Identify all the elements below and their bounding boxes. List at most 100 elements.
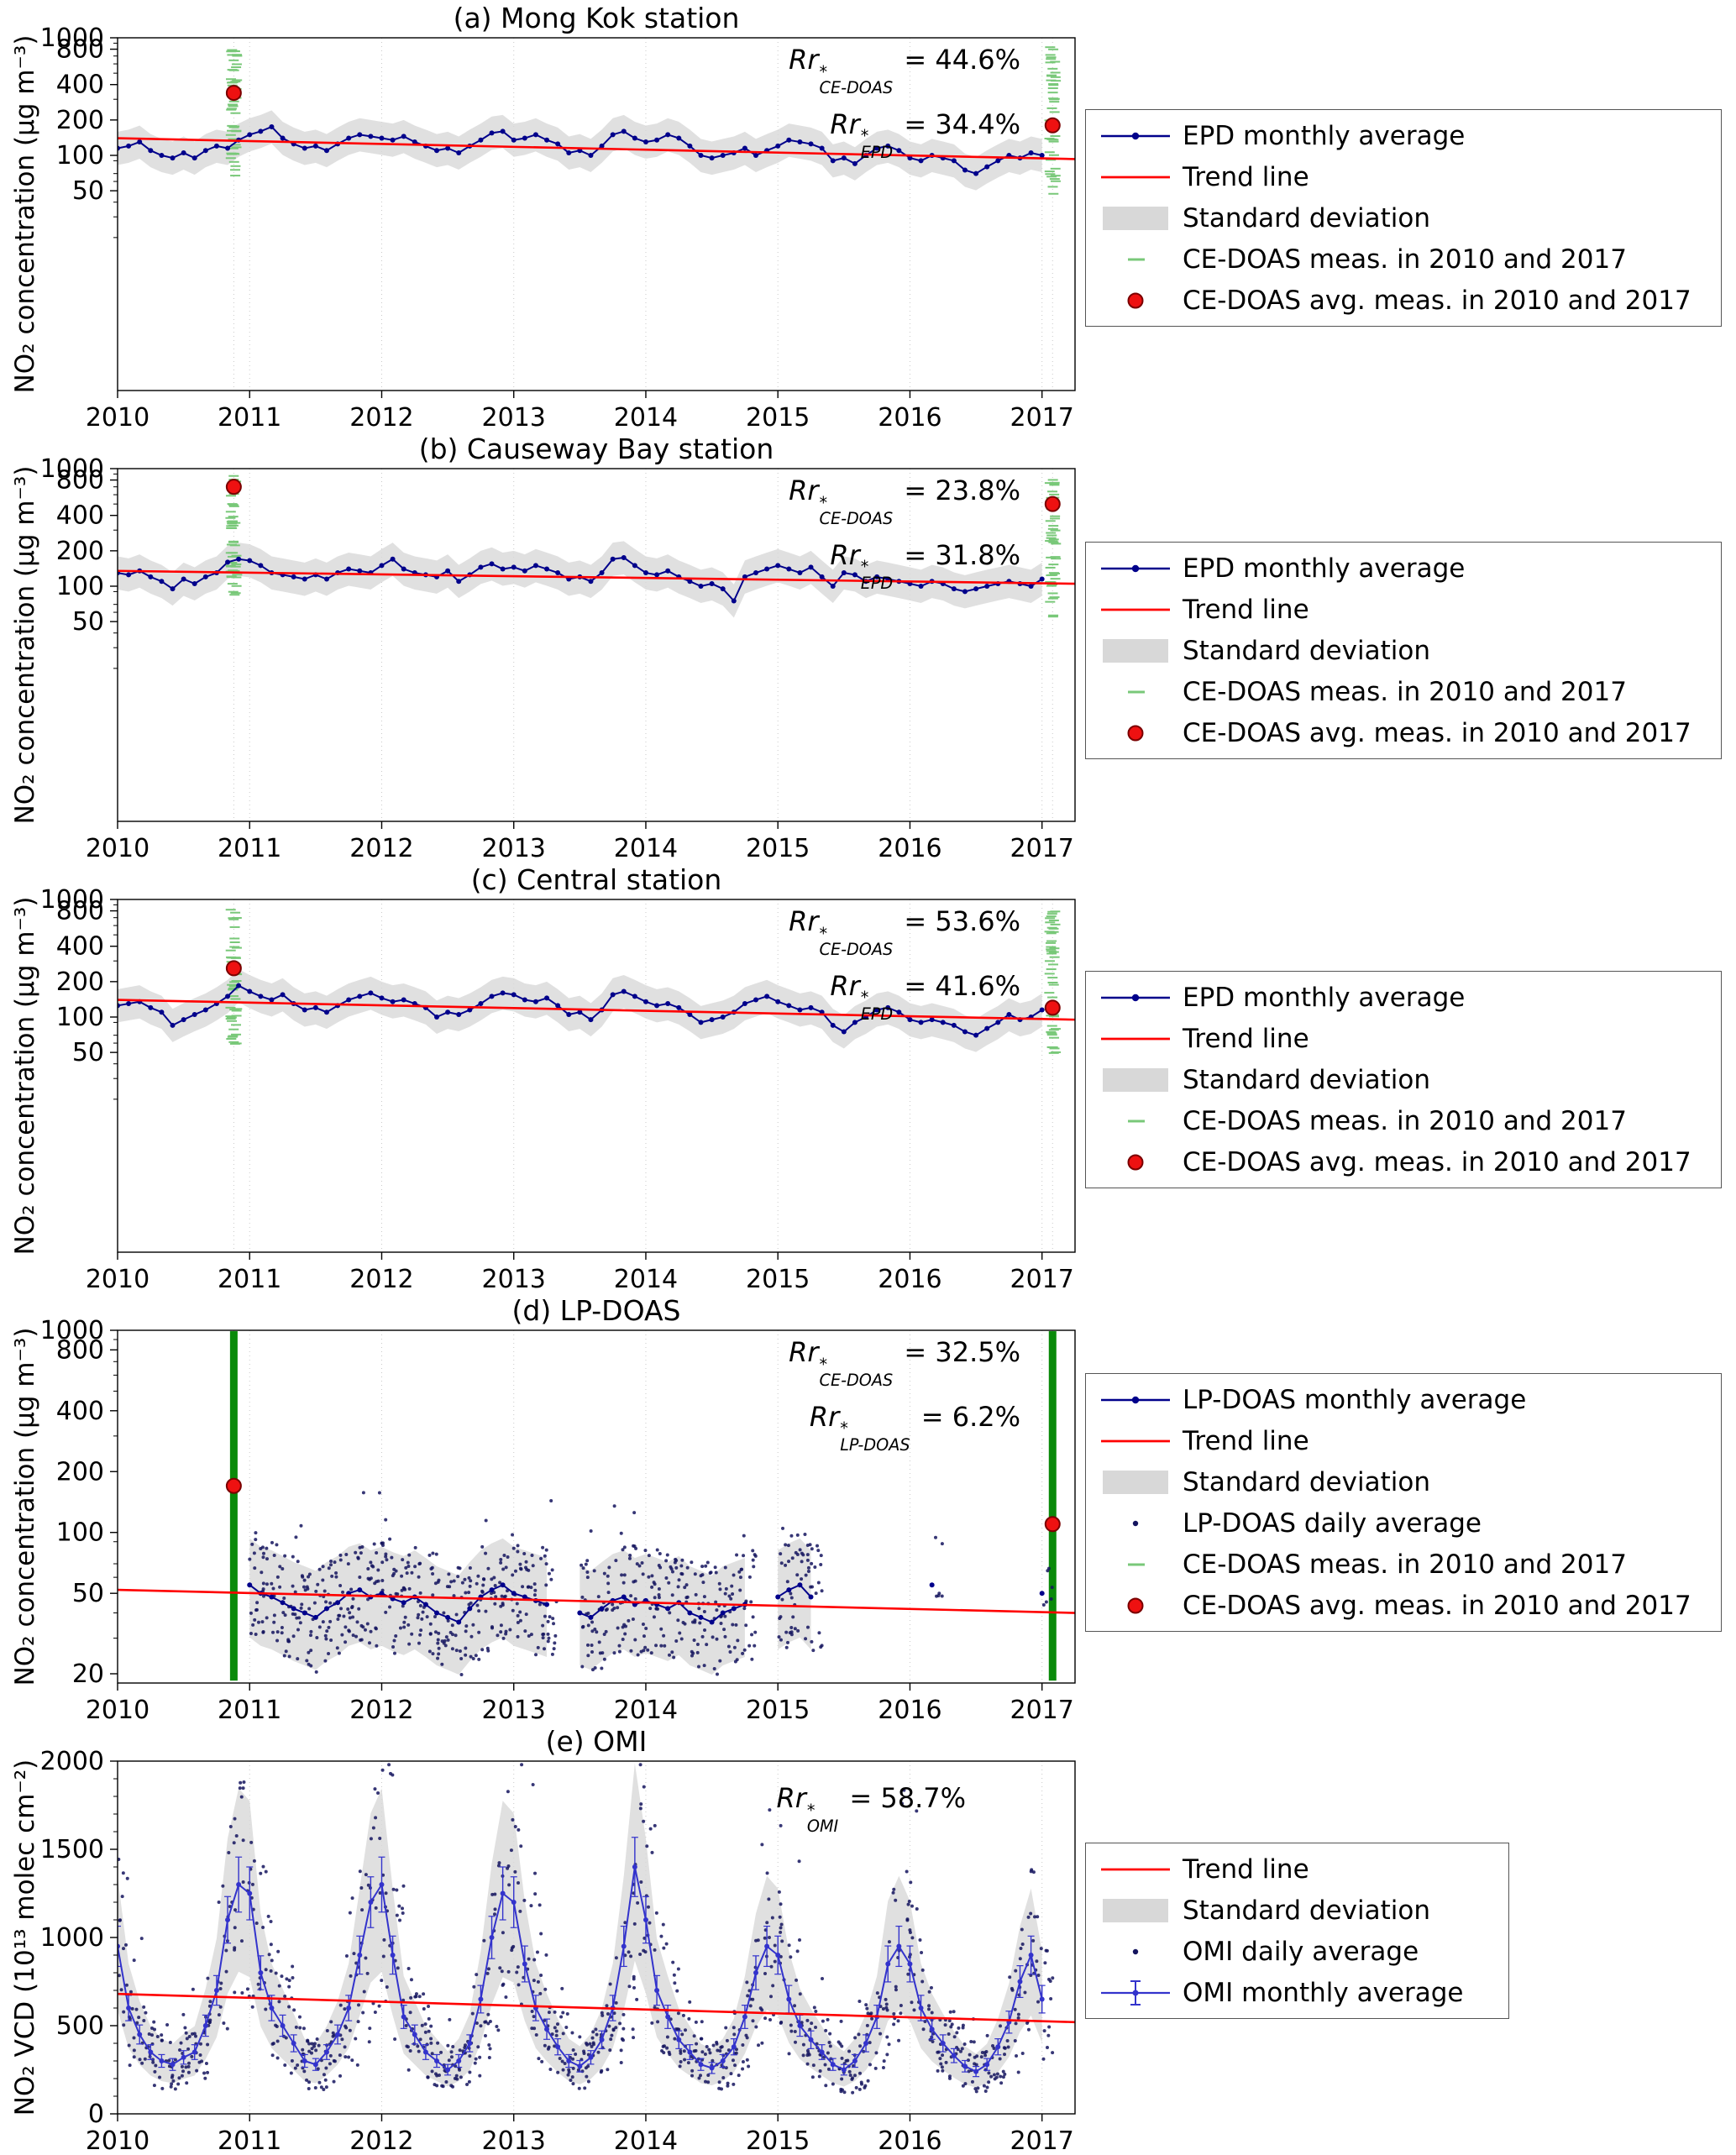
- monthly-average-series: [118, 1837, 1046, 2078]
- x-tick-label: 2017: [1010, 403, 1074, 431]
- legend-item: LP-DOAS monthly average: [1096, 1379, 1711, 1420]
- x-tick-label: 2013: [482, 2126, 546, 2154]
- x-tick-label: 2012: [349, 2126, 413, 2154]
- legend-item: Trend line: [1096, 156, 1711, 197]
- y-tick-label: 200: [56, 106, 104, 135]
- y-tick-label: 400: [56, 501, 104, 531]
- legend-panel-a: EPD monthly average Trend line Standard de…: [1085, 109, 1722, 327]
- plot-layers: 2010 2011 2012 2013 2014 2015 2016 2017 0 500 1000…: [40, 1747, 1076, 2154]
- trend-line: [118, 137, 1075, 160]
- x-tick-label: 2014: [614, 403, 678, 431]
- x-tick-label: 2014: [614, 1696, 678, 1723]
- legend-item-label: OMI daily average: [1183, 1936, 1419, 1967]
- x-tick-label: 2017: [1010, 2126, 1074, 2154]
- legend-item: Standard deviation: [1096, 1461, 1711, 1502]
- annotation: Rr * LP-DOAS = 6.2%: [809, 1400, 1020, 1455]
- y-tick-label: 100: [56, 1003, 104, 1032]
- legend-marker-omi-daily-average: [1132, 1948, 1139, 1954]
- x-tick-label: 2012: [349, 1265, 413, 1292]
- x-tick-label: 2012: [349, 403, 413, 431]
- x-tick-label: 2013: [482, 1696, 546, 1723]
- y-tick-label: 1000: [40, 1316, 104, 1345]
- annotations: Rr * OMI = 58.7%: [776, 1782, 966, 1847]
- legend-item: LP-DOAS daily average: [1096, 1502, 1711, 1544]
- gridlines: [118, 38, 1053, 391]
- annotation: Rr * EPD = 41.6%: [830, 969, 1020, 1024]
- axes: [110, 1760, 1076, 2121]
- x-tick-label: 2015: [746, 1265, 810, 1292]
- legend-marker-trend-line: [1101, 608, 1170, 611]
- legend-item-label: Standard deviation: [1183, 1064, 1430, 1095]
- monthly-average-series: [118, 983, 1045, 1038]
- legend-item: OMI daily average: [1096, 1931, 1498, 1972]
- y-tick-label: 2000: [40, 1747, 104, 1776]
- x-tick-label: 2010: [86, 1696, 149, 1723]
- std-band: [118, 541, 1042, 618]
- annotations: Rr * CE-DOAS = 32.5% Rr * LP-DOAS = 6.2%: [789, 1336, 1020, 1466]
- x-tick-label: 2016: [878, 2126, 941, 2154]
- y-tick-label: 50: [72, 176, 104, 206]
- legend-item: EPD monthly average: [1096, 115, 1711, 156]
- y-tick-label: 1000: [40, 885, 104, 915]
- x-tick-label: 2012: [349, 1696, 413, 1723]
- legend-panel-c: EPD monthly average Trend line Standard de…: [1085, 971, 1722, 1188]
- trend-line: [118, 999, 1075, 1021]
- legend-marker-standard-deviation: [1103, 1067, 1168, 1092]
- x-tick-label: 2017: [1010, 1696, 1074, 1723]
- legend-item: Trend line: [1096, 1420, 1711, 1461]
- gridlines: [118, 469, 1053, 821]
- x-tick-label: 2015: [746, 834, 810, 862]
- cedoas-avg-points: [225, 960, 1061, 1016]
- panel-title: (c) Central station: [470, 863, 722, 896]
- x-tick-label: 2010: [86, 2126, 149, 2154]
- x-tick-label: 2014: [614, 2126, 678, 2154]
- legend-item-label: Standard deviation: [1183, 202, 1430, 233]
- legend-panel-e: Trend line Standard deviation OMI daily av…: [1085, 1843, 1509, 2019]
- legend-marker-trend-line: [1101, 1439, 1170, 1442]
- y-tick-label: 1000: [40, 454, 104, 484]
- legend-item-label: LP-DOAS daily average: [1183, 1507, 1482, 1539]
- x-tick-label: 2013: [482, 1265, 546, 1292]
- legend-item-label: Trend line: [1183, 161, 1309, 192]
- y-tick-label: 100: [56, 1518, 104, 1548]
- cedoas-avg-points: [225, 85, 1061, 134]
- y-axis-label: NO₂ VCD (10¹³ molec cm⁻²): [10, 1759, 40, 2116]
- x-tick-label: 2015: [746, 1696, 810, 1723]
- panel-c: 2010 2011 2012 2013 2014 2015 2016 2017 1000 800 4…: [0, 862, 1736, 1292]
- legend-item-label: CE-DOAS meas. in 2010 and 2017: [1183, 676, 1627, 707]
- legend-marker-ce-doas-meas-in-2010-and-2017: [1128, 258, 1145, 260]
- legend-item-label: Standard deviation: [1183, 1466, 1430, 1497]
- panel-b: 2010 2011 2012 2013 2014 2015 2016 2017 1000 800 4…: [0, 431, 1736, 862]
- legend-item: Trend line: [1096, 589, 1711, 630]
- legend-marker-epd-monthly-average: [1101, 132, 1170, 139]
- annotation: Rr * CE-DOAS = 53.6%: [789, 905, 1020, 960]
- legend-marker-ce-doas-meas-in-2010-and-2017: [1128, 690, 1145, 693]
- legend-item: CE-DOAS meas. in 2010 and 2017: [1096, 1544, 1711, 1585]
- x-tick-label: 2017: [1010, 1265, 1074, 1292]
- axes: [110, 468, 1076, 829]
- legend-item: Trend line: [1096, 1018, 1711, 1059]
- annotations: Rr * CE-DOAS = 44.6% Rr * EPD = 34.4%: [789, 44, 1020, 173]
- legend-item-label: Trend line: [1183, 594, 1309, 625]
- legend-marker-ce-doas-avg-meas-in-2010-and-2017: [1127, 1154, 1144, 1170]
- legend-item-label: EPD monthly average: [1183, 982, 1466, 1013]
- x-tick-label: 2011: [218, 1696, 281, 1723]
- legend-item: Trend line: [1096, 1848, 1498, 1890]
- legend-panel-d: LP-DOAS monthly average Trend line Standar…: [1085, 1373, 1722, 1632]
- legend-item: CE-DOAS meas. in 2010 and 2017: [1096, 239, 1711, 280]
- x-tick-label: 2011: [218, 403, 281, 431]
- x-tick-label: 2016: [878, 834, 941, 862]
- legend-item-label: CE-DOAS meas. in 2010 and 2017: [1183, 244, 1627, 275]
- x-tick-label: 2012: [349, 834, 413, 862]
- legend-item: Standard deviation: [1096, 630, 1711, 671]
- legend-item: Standard deviation: [1096, 197, 1711, 239]
- annotations: Rr * CE-DOAS = 53.6% Rr * EPD = 41.6%: [789, 905, 1020, 1035]
- legend-panel-b: EPD monthly average Trend line Standard de…: [1085, 542, 1722, 759]
- y-tick-label: 0: [88, 2100, 104, 2129]
- legend-marker-trend-line: [1101, 176, 1170, 178]
